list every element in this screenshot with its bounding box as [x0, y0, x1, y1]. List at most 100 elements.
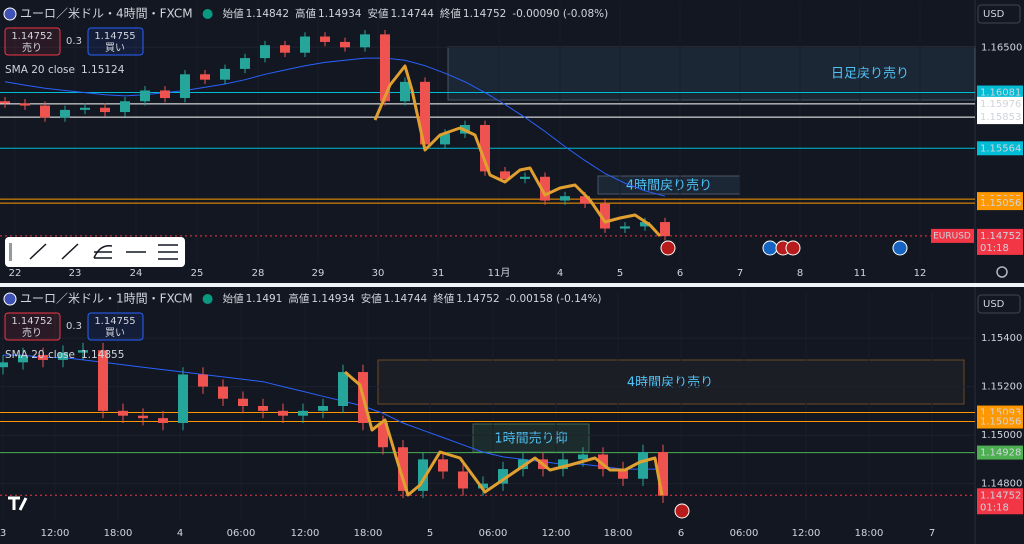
- price-label: 1.16081: [980, 88, 1021, 99]
- candle-body: [18, 355, 28, 363]
- annotation: 4時間戻り売り: [627, 375, 713, 391]
- header-text: 1.1491: [246, 293, 283, 305]
- symbol-icon: [3, 7, 17, 21]
- candle-body: [480, 124, 490, 172]
- candle-body: [78, 350, 88, 353]
- currency-box[interactable]: [977, 294, 1021, 314]
- x-tick-label: 23: [69, 268, 82, 279]
- price-label: 1.15976: [980, 99, 1021, 110]
- event-icon[interactable]: [660, 240, 676, 256]
- header-text: 安値: [361, 292, 382, 305]
- sell-price: 1.14752: [11, 31, 52, 42]
- x-tick-label: 5: [617, 268, 623, 279]
- symbol-tag-bg: [931, 228, 974, 243]
- x-tick-label: 11: [854, 268, 867, 279]
- candle-body: [100, 107, 110, 113]
- y-tick-label: 1.15200: [981, 382, 1022, 393]
- candle-body: [560, 196, 570, 201]
- currency: USD: [983, 299, 1005, 310]
- candle-body: [98, 350, 108, 411]
- candle-body: [298, 410, 308, 416]
- price-label-bg: [977, 96, 1023, 111]
- candle-body: [518, 459, 528, 470]
- sma-line: [3, 354, 663, 470]
- status-dot: [202, 9, 213, 19]
- event-icon[interactable]: [892, 240, 908, 256]
- x-tick-label: 29: [312, 268, 325, 279]
- event-icon[interactable]: [674, 503, 690, 519]
- tool-icon[interactable]: [158, 244, 178, 260]
- price-label: 1.14928: [980, 448, 1021, 459]
- candle-body: [318, 406, 328, 411]
- y-tick-label: 1.14800: [981, 479, 1022, 490]
- candle-body: [340, 41, 350, 48]
- candle-body: [60, 109, 70, 118]
- buy-button[interactable]: [87, 312, 144, 341]
- tool-icon[interactable]: [29, 243, 47, 260]
- candle-body: [440, 133, 450, 145]
- price-label-bg: [977, 414, 1023, 429]
- drawing-toolbar[interactable]: [5, 237, 185, 267]
- x-tick-label: 31: [432, 268, 445, 279]
- x-tick-label: 8: [797, 268, 803, 279]
- currency-box[interactable]: [977, 4, 1021, 24]
- logo: [8, 496, 28, 511]
- header-text: 1.14934: [318, 8, 362, 20]
- event-icon[interactable]: [762, 240, 778, 256]
- candle-body: [578, 454, 588, 460]
- candle-body: [338, 372, 348, 406]
- candle-body: [620, 226, 630, 229]
- annotation: 日足戻り売り: [831, 66, 909, 82]
- candle-body: [218, 386, 228, 399]
- sell-button[interactable]: [4, 312, 61, 341]
- header-text: 高値: [288, 292, 309, 305]
- buy-button[interactable]: [87, 27, 144, 56]
- settings-icon[interactable]: [996, 266, 1008, 278]
- status-dot: [202, 294, 213, 304]
- candle-body: [380, 34, 390, 102]
- x-tick-label: 30: [372, 268, 385, 279]
- x-tick-label: 18:00: [354, 528, 383, 539]
- header-text: ユーロ／米ドル・4時間・FXCM: [20, 7, 193, 21]
- price-label: 1.15853: [980, 112, 1021, 123]
- annotation: 1時間売り抑: [494, 431, 567, 447]
- header-text: 1.14752: [463, 8, 506, 20]
- x-tick-label: 11月: [488, 267, 511, 279]
- x-tick-label: 12:00: [291, 528, 320, 539]
- candle-body: [0, 101, 10, 104]
- header-text: 1.14934: [311, 293, 355, 305]
- x-tick-label: 06:00: [227, 528, 256, 539]
- candle-body: [38, 355, 48, 360]
- candle-body: [160, 90, 170, 99]
- candle-body: [180, 74, 190, 99]
- countdown: 01:18: [980, 502, 1009, 513]
- buy-price: 1.14755: [94, 316, 135, 327]
- candle-body: [640, 222, 650, 227]
- candle-body: [520, 176, 530, 179]
- header-text: -0.00158 (-0.14%): [506, 293, 602, 305]
- x-tick-label: 06:00: [730, 528, 759, 539]
- candle-body: [158, 418, 168, 423]
- price-label-bg: [977, 488, 1023, 515]
- tool-icon[interactable]: [93, 245, 113, 259]
- x-tick-label: 4: [177, 528, 183, 539]
- price-label-bg: [977, 85, 1023, 100]
- price-label: 1.15056: [980, 417, 1021, 428]
- candle-body: [580, 196, 590, 204]
- event-icon[interactable]: [785, 240, 801, 256]
- header-text: 1.14744: [384, 293, 428, 305]
- sell-button[interactable]: [4, 27, 61, 56]
- candle-body: [420, 81, 430, 145]
- candle-body: [658, 452, 668, 496]
- candle-body: [600, 203, 610, 229]
- x-tick-label: 22: [9, 268, 22, 279]
- x-tick-label: 3: [0, 528, 6, 539]
- candle-body: [418, 459, 428, 491]
- candle-body: [80, 107, 90, 110]
- tool-icon[interactable]: [61, 243, 79, 260]
- candle-body: [238, 398, 248, 406]
- candle-body: [360, 34, 370, 48]
- header-text: -0.00090 (-0.08%): [512, 8, 608, 20]
- price-label-bg: [977, 141, 1023, 156]
- candle-body: [0, 362, 8, 368]
